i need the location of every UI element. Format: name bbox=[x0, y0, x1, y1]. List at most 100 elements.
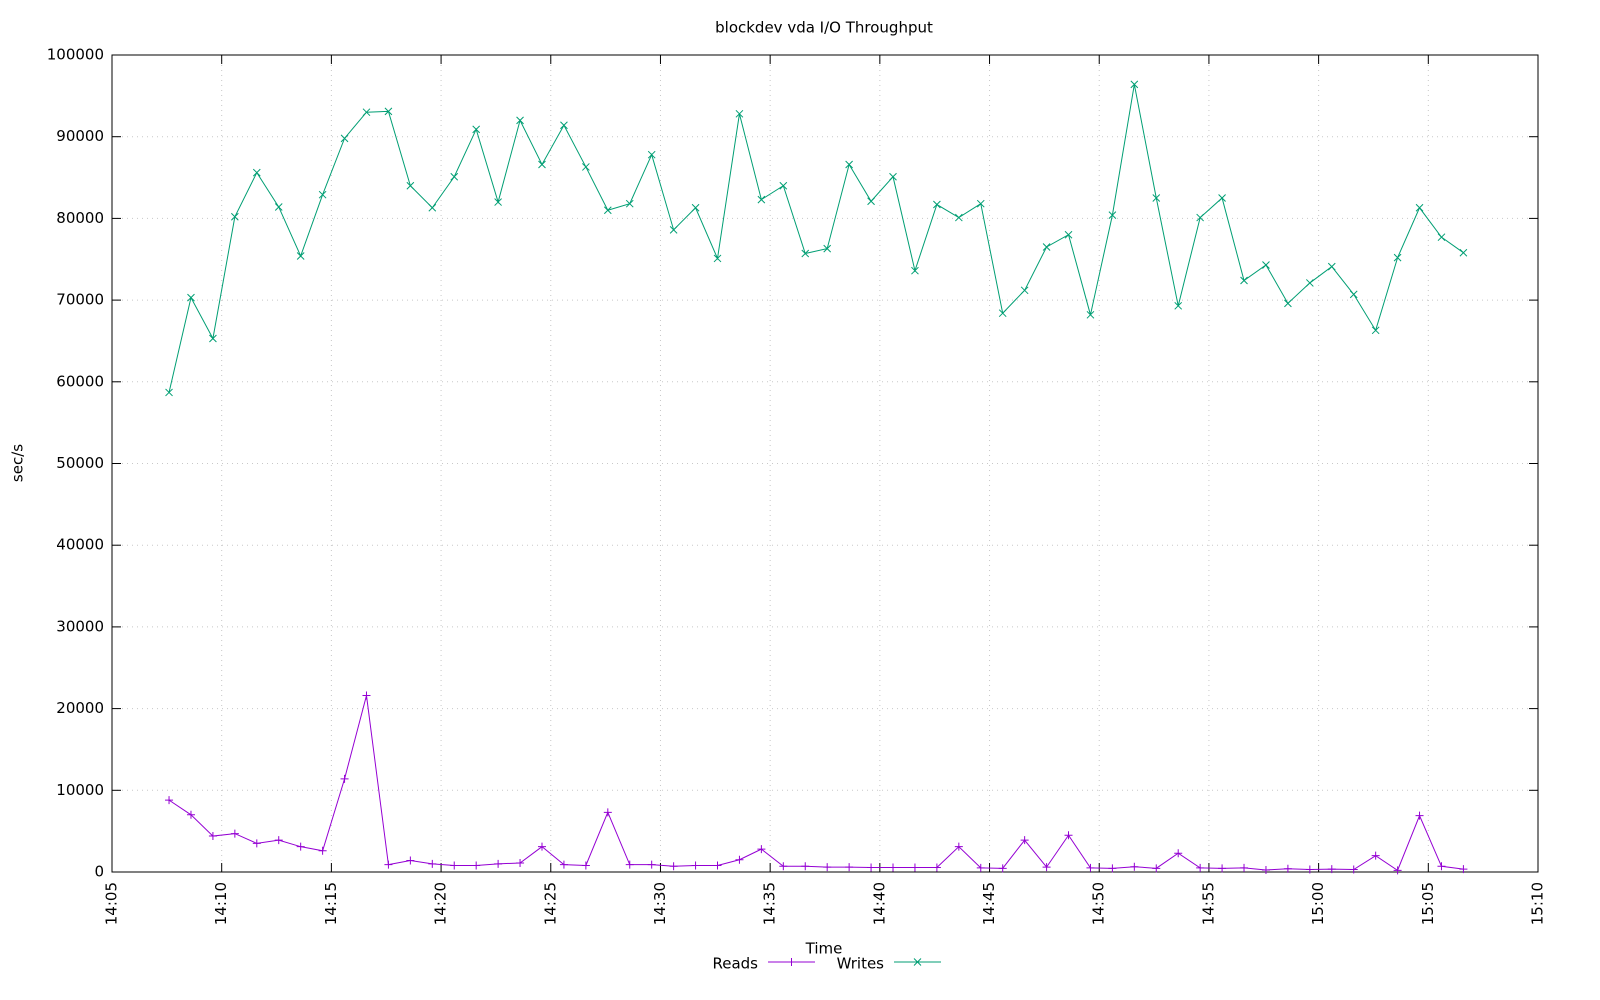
y-tick-label: 20000 bbox=[56, 699, 104, 717]
y-axis-label: sec/s bbox=[9, 444, 27, 482]
point-marker bbox=[274, 203, 283, 211]
point-marker bbox=[1174, 301, 1183, 310]
point-marker bbox=[384, 860, 393, 869]
plot-border bbox=[111, 54, 1539, 873]
x-tick-label: 14:25 bbox=[541, 882, 559, 925]
point-marker bbox=[779, 862, 788, 871]
point-marker bbox=[933, 200, 941, 209]
point-marker bbox=[296, 252, 305, 260]
point-marker bbox=[1284, 299, 1292, 308]
point-marker bbox=[1349, 865, 1358, 874]
point-marker bbox=[209, 334, 217, 343]
x-tick-label: 14:30 bbox=[651, 882, 669, 925]
point-marker bbox=[582, 163, 590, 171]
point-marker bbox=[1064, 831, 1073, 840]
point-marker bbox=[165, 796, 174, 805]
point-marker bbox=[187, 293, 195, 302]
point-marker bbox=[1283, 864, 1292, 873]
point-marker bbox=[998, 309, 1007, 318]
point-marker bbox=[1393, 253, 1402, 262]
point-marker bbox=[976, 863, 985, 872]
point-marker bbox=[1130, 80, 1139, 89]
point-marker bbox=[1240, 863, 1249, 872]
point-marker bbox=[472, 861, 481, 870]
point-marker bbox=[998, 864, 1007, 873]
legend-marker bbox=[913, 958, 922, 966]
x-tick-label: 15:10 bbox=[1529, 882, 1547, 925]
point-marker bbox=[1196, 863, 1205, 872]
point-marker bbox=[713, 861, 722, 870]
point-marker bbox=[230, 829, 239, 838]
point-marker bbox=[691, 203, 700, 212]
point-marker bbox=[1042, 243, 1051, 251]
x-tick-label: 15:00 bbox=[1309, 882, 1327, 925]
point-marker bbox=[625, 199, 634, 208]
point-marker bbox=[1064, 230, 1073, 239]
point-marker bbox=[1415, 811, 1424, 820]
point-marker bbox=[472, 125, 481, 134]
point-marker bbox=[1327, 262, 1336, 271]
point-marker bbox=[274, 836, 283, 845]
point-marker bbox=[538, 160, 546, 169]
y-tick-label: 70000 bbox=[56, 291, 104, 309]
legend-label: Reads bbox=[712, 955, 758, 973]
point-marker bbox=[406, 181, 415, 190]
legend-marker bbox=[787, 958, 796, 966]
point-marker bbox=[252, 168, 261, 177]
point-marker bbox=[1305, 279, 1314, 287]
point-marker bbox=[932, 863, 941, 872]
point-marker bbox=[823, 863, 832, 872]
point-marker bbox=[1437, 233, 1446, 242]
point-marker bbox=[1459, 248, 1468, 257]
point-marker bbox=[560, 121, 568, 130]
point-marker bbox=[911, 266, 919, 275]
point-marker bbox=[1349, 290, 1358, 299]
point-marker bbox=[362, 691, 371, 700]
x-tick-label: 14:55 bbox=[1199, 882, 1217, 925]
point-marker bbox=[559, 860, 568, 869]
point-marker bbox=[1371, 326, 1380, 335]
point-marker bbox=[1305, 865, 1314, 874]
point-marker bbox=[1371, 851, 1380, 860]
point-marker bbox=[954, 213, 963, 222]
x-tick-label: 15:05 bbox=[1419, 882, 1437, 925]
point-marker bbox=[1020, 286, 1029, 295]
point-marker bbox=[845, 160, 853, 169]
point-marker bbox=[208, 832, 217, 841]
point-marker bbox=[1437, 862, 1446, 871]
point-marker bbox=[757, 845, 766, 854]
point-marker bbox=[889, 172, 897, 181]
point-marker bbox=[318, 190, 327, 199]
point-marker bbox=[1174, 849, 1183, 858]
point-marker bbox=[494, 198, 502, 206]
y-tick-label: 60000 bbox=[56, 372, 104, 390]
point-marker bbox=[318, 846, 327, 855]
x-tick-label: 14:05 bbox=[103, 882, 121, 925]
point-marker bbox=[647, 150, 656, 159]
point-marker bbox=[1240, 276, 1248, 285]
point-marker bbox=[1086, 310, 1095, 319]
point-marker bbox=[801, 249, 810, 258]
point-marker bbox=[1261, 865, 1270, 874]
point-marker bbox=[450, 172, 459, 181]
point-marker bbox=[779, 181, 788, 190]
x-tick-label: 14:35 bbox=[761, 882, 779, 925]
x-tick-label: 14:15 bbox=[322, 882, 340, 925]
point-marker bbox=[340, 774, 349, 783]
point-marker bbox=[823, 244, 832, 253]
point-marker bbox=[252, 839, 261, 848]
point-marker bbox=[384, 107, 393, 116]
point-marker bbox=[231, 212, 239, 221]
point-marker bbox=[537, 842, 546, 851]
x-tick-label: 14:40 bbox=[870, 882, 888, 925]
x-tick-label: 14:10 bbox=[212, 882, 230, 925]
y-tick-label: 100000 bbox=[47, 46, 104, 64]
point-marker bbox=[1042, 863, 1051, 872]
point-marker bbox=[1152, 194, 1161, 202]
point-marker bbox=[1086, 863, 1095, 872]
point-marker bbox=[1218, 864, 1227, 873]
point-marker bbox=[1130, 862, 1139, 871]
point-marker bbox=[1020, 836, 1029, 845]
